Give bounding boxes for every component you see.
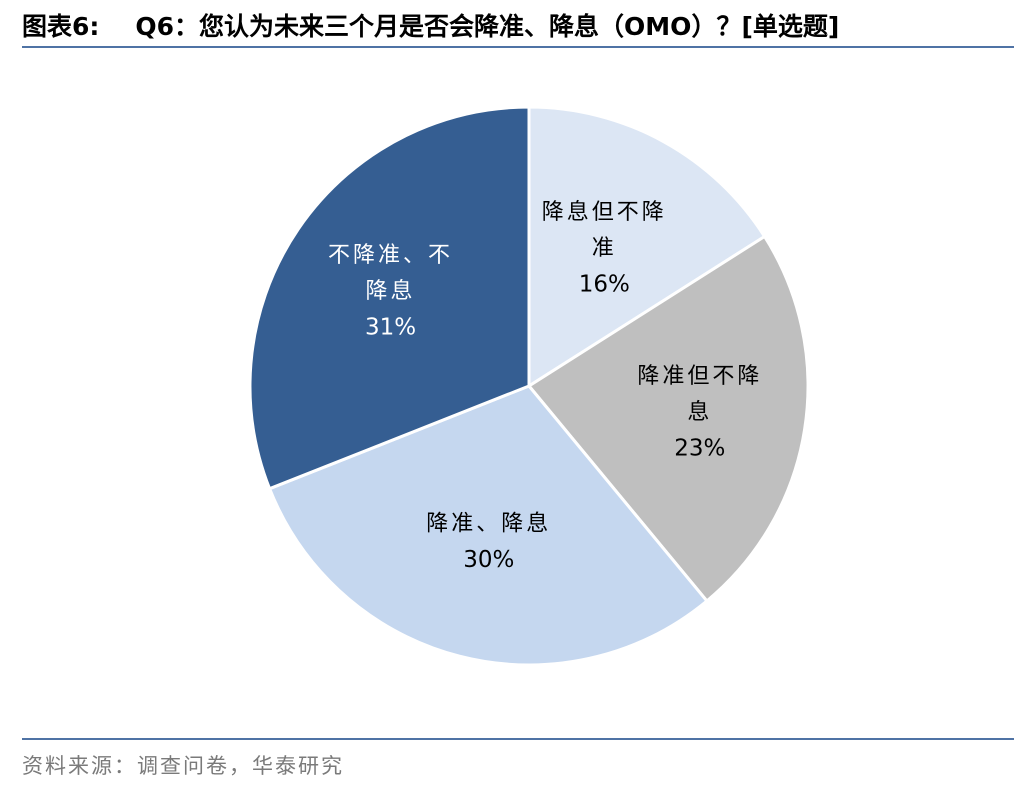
- slice-category-label-4: 降息: [366, 279, 416, 304]
- slice-category-label-1: 降息但不降: [542, 200, 667, 225]
- pie-chart: 降息但不降准 16% 降准但不降息 23% 降准、降息 30% 不降准、不降息 31%: [0, 50, 1036, 730]
- source-note: 资料来源：调查问卷，华泰研究: [22, 754, 344, 778]
- source-divider: [22, 738, 1014, 740]
- slice-category-label-3: 降准、降息: [426, 512, 551, 537]
- figure-label: 图表6:: [22, 12, 100, 41]
- pie-slice-1: [527, 105, 767, 389]
- slice-category-label-1: 准: [592, 236, 617, 261]
- title-divider: [22, 46, 1014, 48]
- slice-category-label-2: 降准但不降: [637, 364, 762, 389]
- pie-slice-4: [248, 105, 531, 491]
- figure-title: 图表6: Q6：您认为未来三个月是否会降准、降息（OMO）？[单选题]: [22, 8, 1014, 42]
- pie-slice-3: [267, 384, 709, 667]
- slice-value-label-1: 16%: [579, 272, 630, 298]
- slice-category-label-2: 息: [687, 400, 712, 425]
- slice-value-label-2: 23%: [674, 436, 725, 462]
- slice-value-label-3: 30%: [463, 547, 514, 573]
- figure-question: Q6：您认为未来三个月是否会降准、降息（OMO）？[单选题]: [135, 12, 840, 41]
- pie-slice-2: [526, 234, 810, 604]
- slice-category-label-4: 不降准、不: [328, 243, 453, 268]
- slice-value-label-4: 31%: [365, 314, 416, 340]
